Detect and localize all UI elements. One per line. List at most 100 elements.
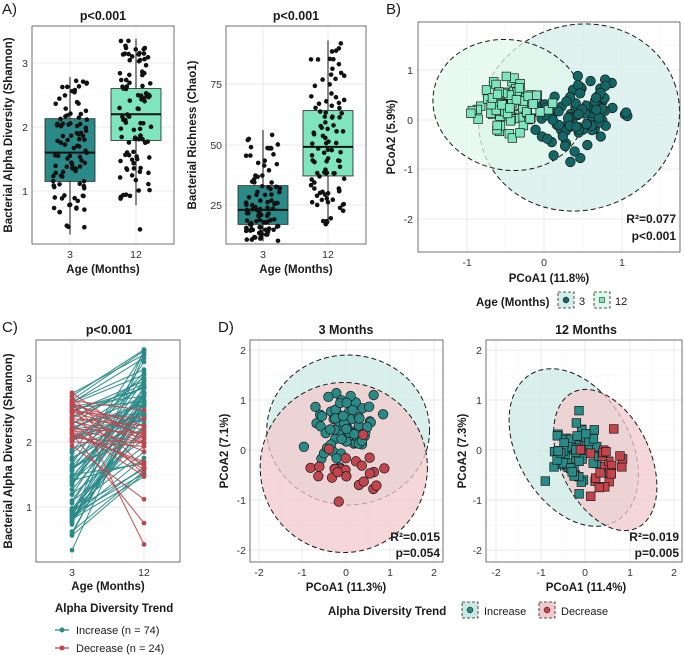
data-point-decrease [332, 466, 343, 478]
data-point [323, 120, 328, 125]
pair-point-3mo-decrease [69, 443, 75, 449]
legend-key-12-square [599, 297, 605, 303]
pair-point-12mo-increase [141, 399, 147, 405]
data-point-3 [575, 88, 586, 99]
data-point [147, 187, 152, 193]
pair-point-12mo-increase [141, 347, 147, 353]
data-point-decrease [313, 471, 324, 482]
data-point [145, 139, 151, 144]
panel-c-ytick: 1 [26, 502, 32, 514]
data-point [336, 100, 342, 106]
data-point [269, 192, 274, 197]
data-point [117, 105, 122, 111]
pair-line-increase [71, 357, 145, 403]
data-point [148, 124, 154, 130]
data-point [77, 181, 83, 187]
data-point [269, 180, 274, 185]
pair-line-increase [71, 354, 145, 394]
pair-line-decrease [71, 418, 145, 427]
data-point-3 [548, 150, 559, 161]
data-point-decrease [333, 496, 344, 507]
data-point-12 [547, 98, 558, 108]
data-point [137, 57, 143, 63]
data-point [133, 47, 139, 52]
data-point [82, 224, 87, 230]
panel-a2-ylabel: Bacterial Richness (Chao1) [187, 60, 199, 209]
legend-decrease-dot [59, 645, 65, 651]
data-point [146, 170, 151, 176]
pair-point-3mo-increase [69, 487, 75, 492]
panel-d-legend-increase: Increase [484, 606, 526, 618]
data-point [57, 209, 63, 215]
data-point [333, 95, 339, 100]
panel-d1-ytick: 1 [240, 395, 246, 407]
data-point [81, 185, 87, 191]
data-point-decrease [575, 445, 586, 455]
data-point [261, 163, 267, 168]
data-point [142, 98, 147, 104]
data-point [123, 77, 129, 83]
pair-point-3mo-decrease [69, 416, 75, 422]
panel-b-r2-label: R²=0.077 [626, 212, 676, 226]
pair-point-12mo-increase [141, 384, 147, 390]
data-point [51, 205, 57, 211]
data-point-3 [585, 75, 596, 87]
pair-point-3mo-increase [69, 472, 75, 478]
data-point [340, 129, 346, 134]
data-point [129, 157, 135, 163]
data-point [69, 160, 74, 165]
data-point-decrease [356, 460, 367, 471]
data-point [329, 147, 335, 153]
data-point [265, 199, 270, 205]
pair-point-12mo-decrease [141, 416, 147, 422]
data-point [67, 121, 73, 126]
panel-d1-points [298, 388, 390, 507]
data-point [82, 160, 88, 166]
data-point-increase [354, 413, 365, 424]
data-point-12 [473, 114, 483, 124]
data-point-decrease [305, 462, 316, 473]
panel-d1-xtick: -1 [297, 567, 306, 579]
data-point [136, 52, 142, 57]
panel-d1-xlabel: PCoA1 (11.3%) [306, 582, 387, 594]
pair-line-decrease [71, 400, 145, 411]
data-point [340, 208, 346, 214]
data-point [127, 193, 133, 199]
panel-a1-ytick: 1 [22, 186, 28, 198]
pair-point-3mo-increase [69, 454, 75, 460]
data-point [74, 130, 80, 136]
pair-line-increase [71, 350, 145, 401]
data-point [84, 117, 90, 122]
data-point-12 [505, 103, 515, 113]
data-point [277, 189, 282, 195]
panel-d2-title: 12 Months [555, 323, 617, 337]
data-point [118, 38, 124, 44]
pair-point-12mo-decrease [141, 434, 147, 440]
data-point [142, 70, 147, 76]
data-point [333, 48, 339, 53]
data-point [62, 93, 68, 98]
panel-d1-xtick: 0 [343, 567, 349, 579]
data-point [131, 166, 137, 171]
pair-line-increase [71, 463, 145, 476]
data-point [77, 154, 83, 160]
data-point [126, 140, 132, 145]
pair-line-decrease [71, 428, 145, 477]
data-point-3 [561, 96, 572, 107]
data-point [329, 49, 335, 54]
data-point [333, 76, 338, 82]
data-point [309, 141, 315, 146]
data-point [325, 147, 331, 153]
data-point [57, 181, 62, 187]
data-point-increase [338, 410, 349, 422]
panel-c-lines [69, 347, 147, 553]
data-point-3 [557, 131, 568, 142]
data-point-3 [590, 92, 602, 103]
data-point [131, 127, 137, 133]
data-point [338, 70, 344, 76]
data-point-3 [581, 118, 592, 130]
data-point [124, 84, 130, 89]
data-point [321, 150, 327, 156]
data-point [244, 237, 250, 242]
data-point [324, 196, 330, 201]
